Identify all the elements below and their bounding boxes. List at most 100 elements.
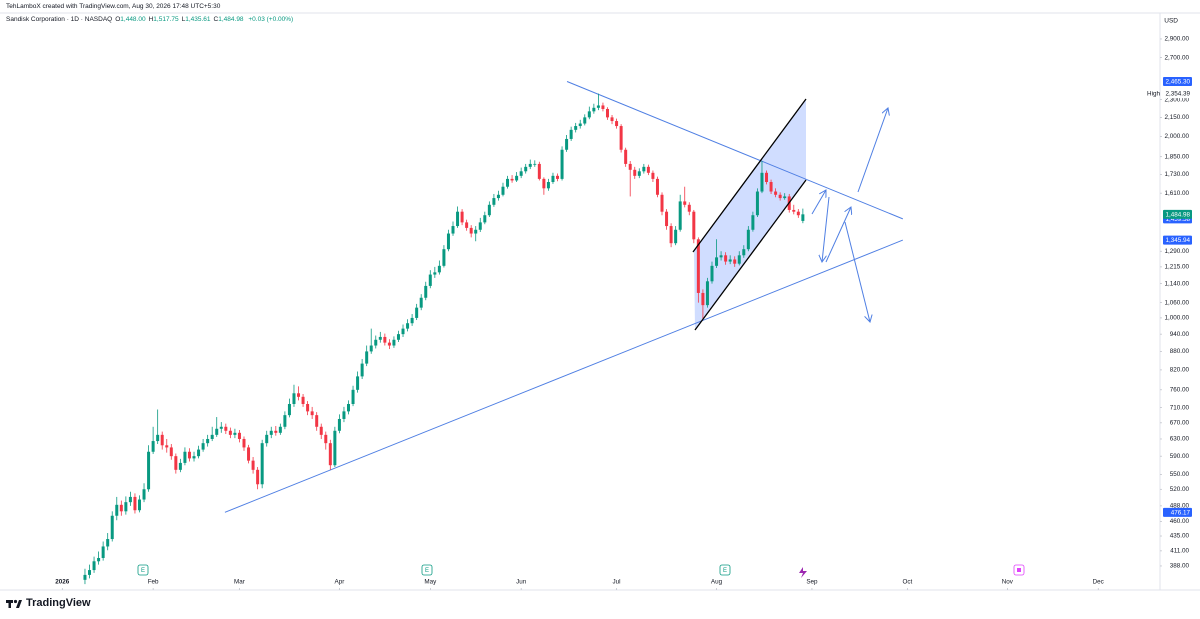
- candle-body: [528, 163, 532, 167]
- event-badge: [421, 564, 433, 576]
- candle-body: [215, 428, 219, 435]
- candle-body: [669, 226, 673, 244]
- y-tick-label: 2,900.00: [1164, 36, 1189, 43]
- ohlc-value: 1,517.75: [153, 16, 179, 23]
- channel-lower-line: [694, 179, 807, 331]
- y-tick-label: 520.00: [1170, 486, 1190, 493]
- candle-body: [446, 233, 450, 250]
- candle-body: [487, 204, 491, 216]
- candle-body: [655, 178, 659, 195]
- y-tick-label: 1,140.00: [1164, 280, 1189, 287]
- y-tick-label: 710.00: [1170, 404, 1190, 411]
- candle-body: [392, 339, 396, 346]
- candle-body: [574, 126, 578, 130]
- price-tag-label: 476.17: [1171, 509, 1191, 516]
- y-tick-label: 1,730.00: [1164, 171, 1189, 178]
- candle-body: [456, 211, 460, 227]
- candle-body: [260, 443, 264, 485]
- candle-body: [501, 186, 505, 195]
- candle-body: [515, 175, 519, 181]
- candle-body: [156, 434, 160, 442]
- candle-body: [142, 489, 146, 500]
- drawings: [224, 81, 904, 513]
- candle-body: [406, 323, 410, 329]
- candle-body: [201, 443, 205, 450]
- candle-body: [133, 496, 137, 511]
- candle-body: [237, 432, 241, 439]
- candle-body: [710, 265, 714, 282]
- candle-body: [192, 456, 196, 459]
- candle-body: [351, 389, 355, 404]
- candle-body: [319, 426, 323, 435]
- trendline: [224, 239, 904, 513]
- symbol-title: Sandisk Corporation · 1D · NASDAQ: [6, 16, 113, 23]
- candle-body: [587, 111, 591, 118]
- candle-body: [774, 191, 778, 195]
- arrow: [811, 190, 826, 215]
- y-tick-label: 630.00: [1170, 436, 1190, 443]
- candle-body: [265, 434, 269, 444]
- candle-body: [510, 178, 514, 181]
- x-tick-label: 2026: [55, 579, 70, 586]
- candle-body: [556, 175, 560, 179]
- candle-body: [583, 117, 587, 124]
- candle-body: [160, 434, 164, 446]
- candle-body: [569, 129, 573, 139]
- candle-body: [578, 123, 582, 127]
- candle-body: [101, 546, 105, 558]
- event-label: E: [425, 568, 429, 574]
- candle-body: [410, 317, 414, 324]
- candle-body: [401, 328, 405, 335]
- candle-body: [419, 297, 423, 308]
- candle-body: [219, 426, 223, 429]
- y-tick-label: 411.00: [1170, 548, 1189, 555]
- candle-body: [683, 201, 687, 205]
- candle-body: [665, 211, 669, 227]
- candle-body: [651, 172, 655, 179]
- candle-body: [742, 249, 746, 256]
- candle-body: [687, 204, 691, 212]
- candle-body: [615, 121, 619, 127]
- candle-body: [619, 126, 623, 150]
- candle-body: [546, 182, 550, 189]
- candle-body: [278, 426, 282, 433]
- channel-upper-line: [692, 98, 807, 253]
- candle-body: [247, 447, 251, 461]
- candle-body: [342, 411, 346, 419]
- y-tick-label: 1,215.00: [1164, 264, 1189, 271]
- candle-body: [778, 194, 782, 199]
- y-tick-label: 760.00: [1170, 386, 1190, 393]
- y-tick-label: 2,300.00: [1164, 96, 1189, 103]
- candle-body: [678, 201, 682, 230]
- candle-body: [224, 426, 228, 431]
- arrow: [844, 221, 870, 322]
- candle-body: [674, 229, 678, 244]
- ohlc-key: H: [148, 16, 154, 23]
- candle-body: [356, 376, 360, 390]
- candle-body: [715, 257, 719, 266]
- price-tag: [1163, 235, 1192, 245]
- candle-body: [147, 451, 151, 490]
- candle-body: [378, 336, 382, 340]
- candle-body: [633, 169, 637, 176]
- axes: USD 388.00 411.00 435.00 460.00 488.00 520.00 5…: [55, 18, 1192, 590]
- x-tick-label: Mar: [234, 579, 245, 586]
- candle-body: [524, 166, 528, 172]
- candle-body: [315, 415, 319, 427]
- candle-body: [755, 191, 759, 216]
- candle-body: [415, 307, 419, 318]
- ohlc-values: O1,448.00 H1,517.75 L1,435.61 C1,484.98: [112, 16, 243, 23]
- candle-body: [696, 239, 700, 293]
- candle-body: [174, 456, 178, 470]
- candle-body: [369, 345, 373, 352]
- candle-body: [297, 393, 301, 397]
- y-tick-label: 388.00: [1170, 563, 1190, 570]
- brand: TradingView: [26, 597, 91, 609]
- candle-body: [347, 403, 350, 412]
- trendline: [566, 81, 904, 220]
- candle-body: [119, 504, 123, 512]
- candle-body: [533, 163, 537, 165]
- candle-body: [437, 265, 441, 273]
